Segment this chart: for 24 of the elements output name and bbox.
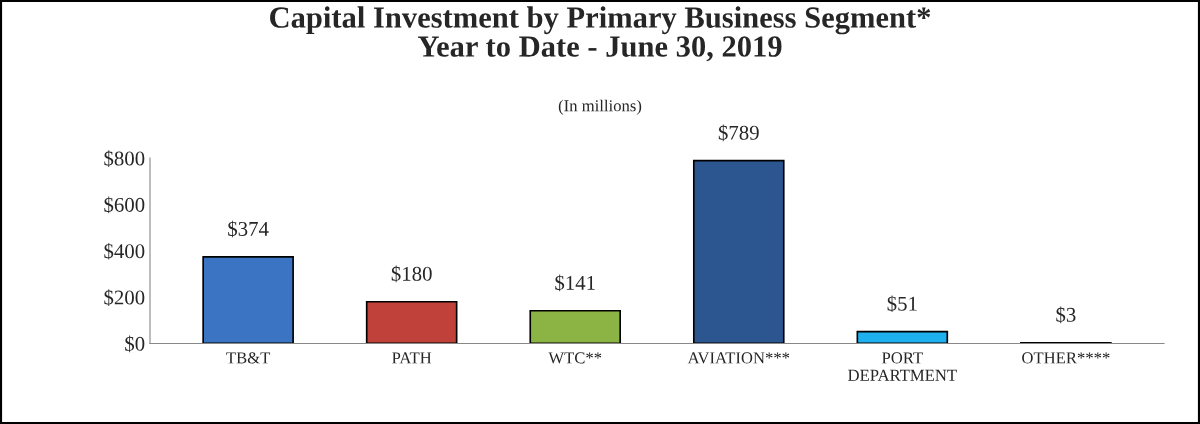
bar	[529, 309, 622, 344]
bar	[202, 255, 294, 344]
x-tick-label: AVIATION***	[687, 352, 790, 364]
y-tick-label: $0	[125, 335, 145, 353]
data-label: $51	[887, 295, 917, 313]
x-tick-label: OTHER****	[1022, 352, 1110, 364]
chart-title: Capital Investment by Primary Business Segment* Year to Date - June 30, 2019	[270, 6, 931, 62]
x-tick-label: PATH	[392, 352, 432, 364]
y-tick-label: $600	[104, 196, 145, 214]
data-label: $789	[718, 124, 759, 142]
bar	[365, 300, 458, 344]
x-tick-label: TB&T	[226, 352, 271, 364]
bar	[692, 159, 785, 344]
x-tick-label: PORT DEPARTMENT	[848, 352, 957, 381]
data-label: $3	[1056, 306, 1076, 324]
y-tick-label: $800	[104, 150, 145, 167]
data-label: $374	[228, 220, 269, 238]
x-tick-label: WTC**	[548, 352, 602, 364]
data-label: $141	[555, 274, 595, 292]
y-tick-label: $200	[104, 289, 145, 306]
data-label: $180	[391, 265, 432, 283]
y-tick-label: $400	[104, 242, 145, 260]
bar	[856, 330, 949, 344]
chart-subtitle: (In millions)	[558, 99, 642, 115]
